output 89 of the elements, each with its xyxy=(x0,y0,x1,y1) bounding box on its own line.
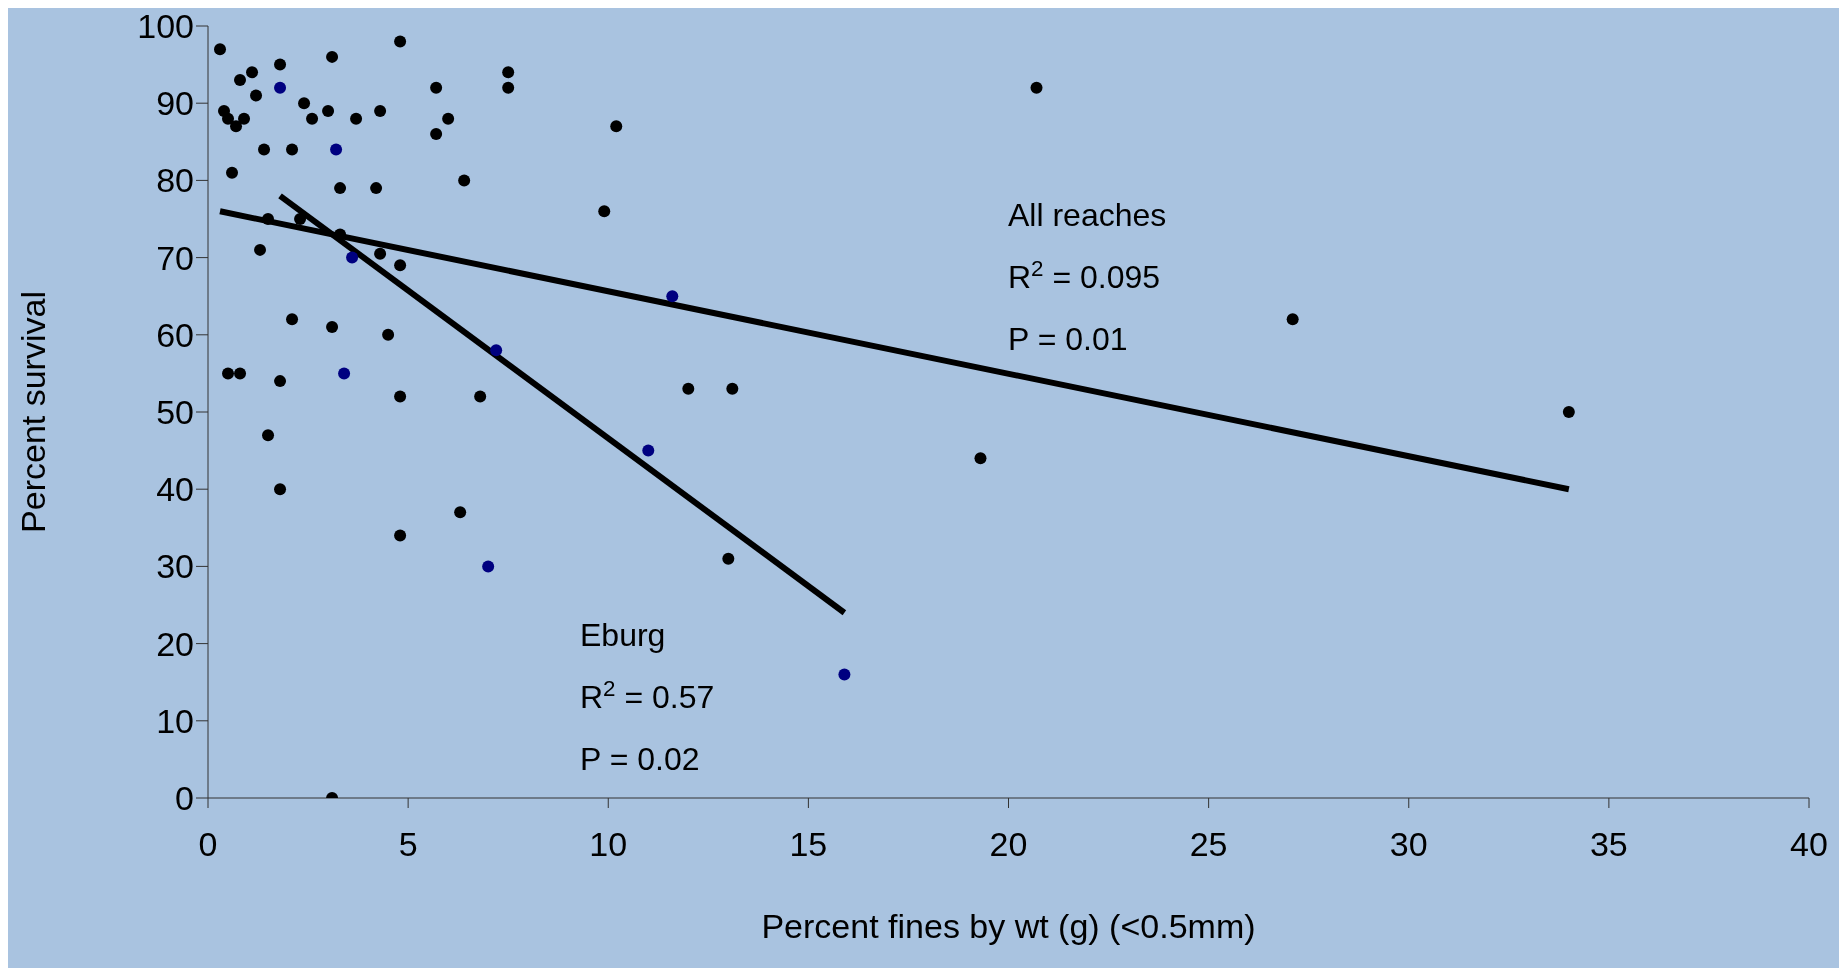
point xyxy=(394,390,407,403)
y-tick-label: 60 xyxy=(156,315,194,354)
point xyxy=(230,120,243,133)
y-tick-label: 80 xyxy=(156,161,194,200)
point xyxy=(726,382,739,395)
point xyxy=(394,529,407,542)
point xyxy=(502,66,515,79)
x-tick-label: 35 xyxy=(1589,825,1628,864)
point xyxy=(234,367,247,380)
point xyxy=(598,205,611,218)
point xyxy=(274,483,287,496)
x-tick-label: 40 xyxy=(1790,825,1828,864)
point xyxy=(338,367,351,380)
point xyxy=(442,112,455,125)
x-axis-title: Percent fines by wt (g) (<0.5mm) xyxy=(761,907,1256,945)
point xyxy=(258,143,271,156)
point xyxy=(346,251,359,264)
point xyxy=(326,321,339,334)
point xyxy=(430,81,443,94)
point xyxy=(350,112,363,125)
point xyxy=(214,43,227,56)
point xyxy=(274,58,287,71)
point xyxy=(326,50,339,63)
point xyxy=(262,429,275,442)
x-tick-label: 30 xyxy=(1389,825,1428,864)
point xyxy=(286,313,299,326)
point xyxy=(254,243,267,256)
y-axis-title: Percent survival xyxy=(14,291,53,533)
point xyxy=(974,452,987,465)
y-tick-label: 10 xyxy=(156,701,194,740)
annotation: R$^{2}$ = 0.095 xyxy=(1008,255,1161,295)
point xyxy=(382,328,395,341)
point xyxy=(682,382,695,395)
x-tick-label: 10 xyxy=(589,825,628,864)
point xyxy=(474,390,487,403)
x-tick-label: 0 xyxy=(198,825,218,864)
point xyxy=(250,89,263,102)
y-tick-label: 20 xyxy=(156,624,194,663)
point xyxy=(322,104,335,117)
point xyxy=(374,247,387,260)
y-tick-label: 30 xyxy=(156,547,194,586)
point xyxy=(454,506,467,519)
point xyxy=(838,668,851,681)
point xyxy=(610,120,623,133)
y-tick-label: 0 xyxy=(175,779,194,818)
point xyxy=(222,112,235,125)
point xyxy=(374,104,387,117)
annotation: R$^{2}$ = 0.57 xyxy=(580,675,715,715)
point xyxy=(458,174,471,187)
point xyxy=(286,143,299,156)
point xyxy=(490,344,503,357)
point xyxy=(330,143,343,156)
annotation: P = 0.02 xyxy=(580,741,700,777)
point xyxy=(1286,313,1299,326)
point xyxy=(274,375,287,388)
y-tick-label: 100 xyxy=(137,7,194,46)
y-tick-label: 90 xyxy=(156,84,194,123)
point xyxy=(394,259,407,272)
point xyxy=(234,74,247,87)
point xyxy=(238,112,251,125)
point xyxy=(502,81,515,94)
x-tick-label: 5 xyxy=(398,825,418,864)
point xyxy=(294,213,307,225)
y-tick-label: 50 xyxy=(156,393,194,432)
point xyxy=(394,35,407,48)
annotation: Eburg xyxy=(580,617,666,653)
annotation: All reaches xyxy=(1008,197,1167,233)
x-tick-label: 20 xyxy=(989,825,1028,864)
point xyxy=(370,182,383,195)
point xyxy=(226,166,239,179)
point xyxy=(1030,81,1043,94)
x-tick-label: 15 xyxy=(789,825,828,864)
x-tick-label: 25 xyxy=(1189,825,1228,864)
point xyxy=(666,290,679,303)
point xyxy=(722,552,735,565)
point xyxy=(246,66,259,79)
point xyxy=(642,444,655,457)
point xyxy=(430,128,443,141)
point xyxy=(334,182,347,195)
point xyxy=(306,112,319,125)
point xyxy=(482,560,495,573)
point xyxy=(262,213,275,225)
y-tick-label: 40 xyxy=(156,470,194,509)
point xyxy=(298,97,311,110)
y-tick-label: 70 xyxy=(156,238,194,277)
annotation: P = 0.01 xyxy=(1008,321,1128,357)
point xyxy=(1562,406,1575,418)
point xyxy=(274,81,287,94)
point xyxy=(222,367,235,380)
